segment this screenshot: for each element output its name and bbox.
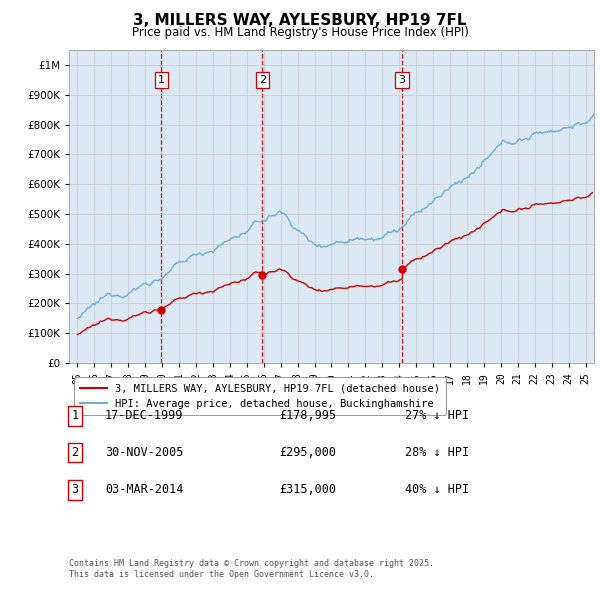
Text: 28% ↓ HPI: 28% ↓ HPI <box>405 446 469 459</box>
Text: 3: 3 <box>71 483 79 496</box>
Text: 40% ↓ HPI: 40% ↓ HPI <box>405 483 469 496</box>
Text: This data is licensed under the Open Government Licence v3.0.: This data is licensed under the Open Gov… <box>69 571 374 579</box>
Text: £315,000: £315,000 <box>279 483 336 496</box>
Text: Price paid vs. HM Land Registry's House Price Index (HPI): Price paid vs. HM Land Registry's House … <box>131 26 469 39</box>
Text: 17-DEC-1999: 17-DEC-1999 <box>105 409 184 422</box>
Text: 3, MILLERS WAY, AYLESBURY, HP19 7FL: 3, MILLERS WAY, AYLESBURY, HP19 7FL <box>133 13 467 28</box>
Text: 1: 1 <box>71 409 79 422</box>
Text: 2: 2 <box>71 446 79 459</box>
Text: 2: 2 <box>259 75 266 85</box>
Text: 30-NOV-2005: 30-NOV-2005 <box>105 446 184 459</box>
Text: 3: 3 <box>398 75 406 85</box>
Text: 27% ↓ HPI: 27% ↓ HPI <box>405 409 469 422</box>
Text: £295,000: £295,000 <box>279 446 336 459</box>
Text: £178,995: £178,995 <box>279 409 336 422</box>
Text: 1: 1 <box>158 75 165 85</box>
Legend: 3, MILLERS WAY, AYLESBURY, HP19 7FL (detached house), HPI: Average price, detach: 3, MILLERS WAY, AYLESBURY, HP19 7FL (det… <box>74 378 446 415</box>
Text: Contains HM Land Registry data © Crown copyright and database right 2025.: Contains HM Land Registry data © Crown c… <box>69 559 434 568</box>
Text: 03-MAR-2014: 03-MAR-2014 <box>105 483 184 496</box>
